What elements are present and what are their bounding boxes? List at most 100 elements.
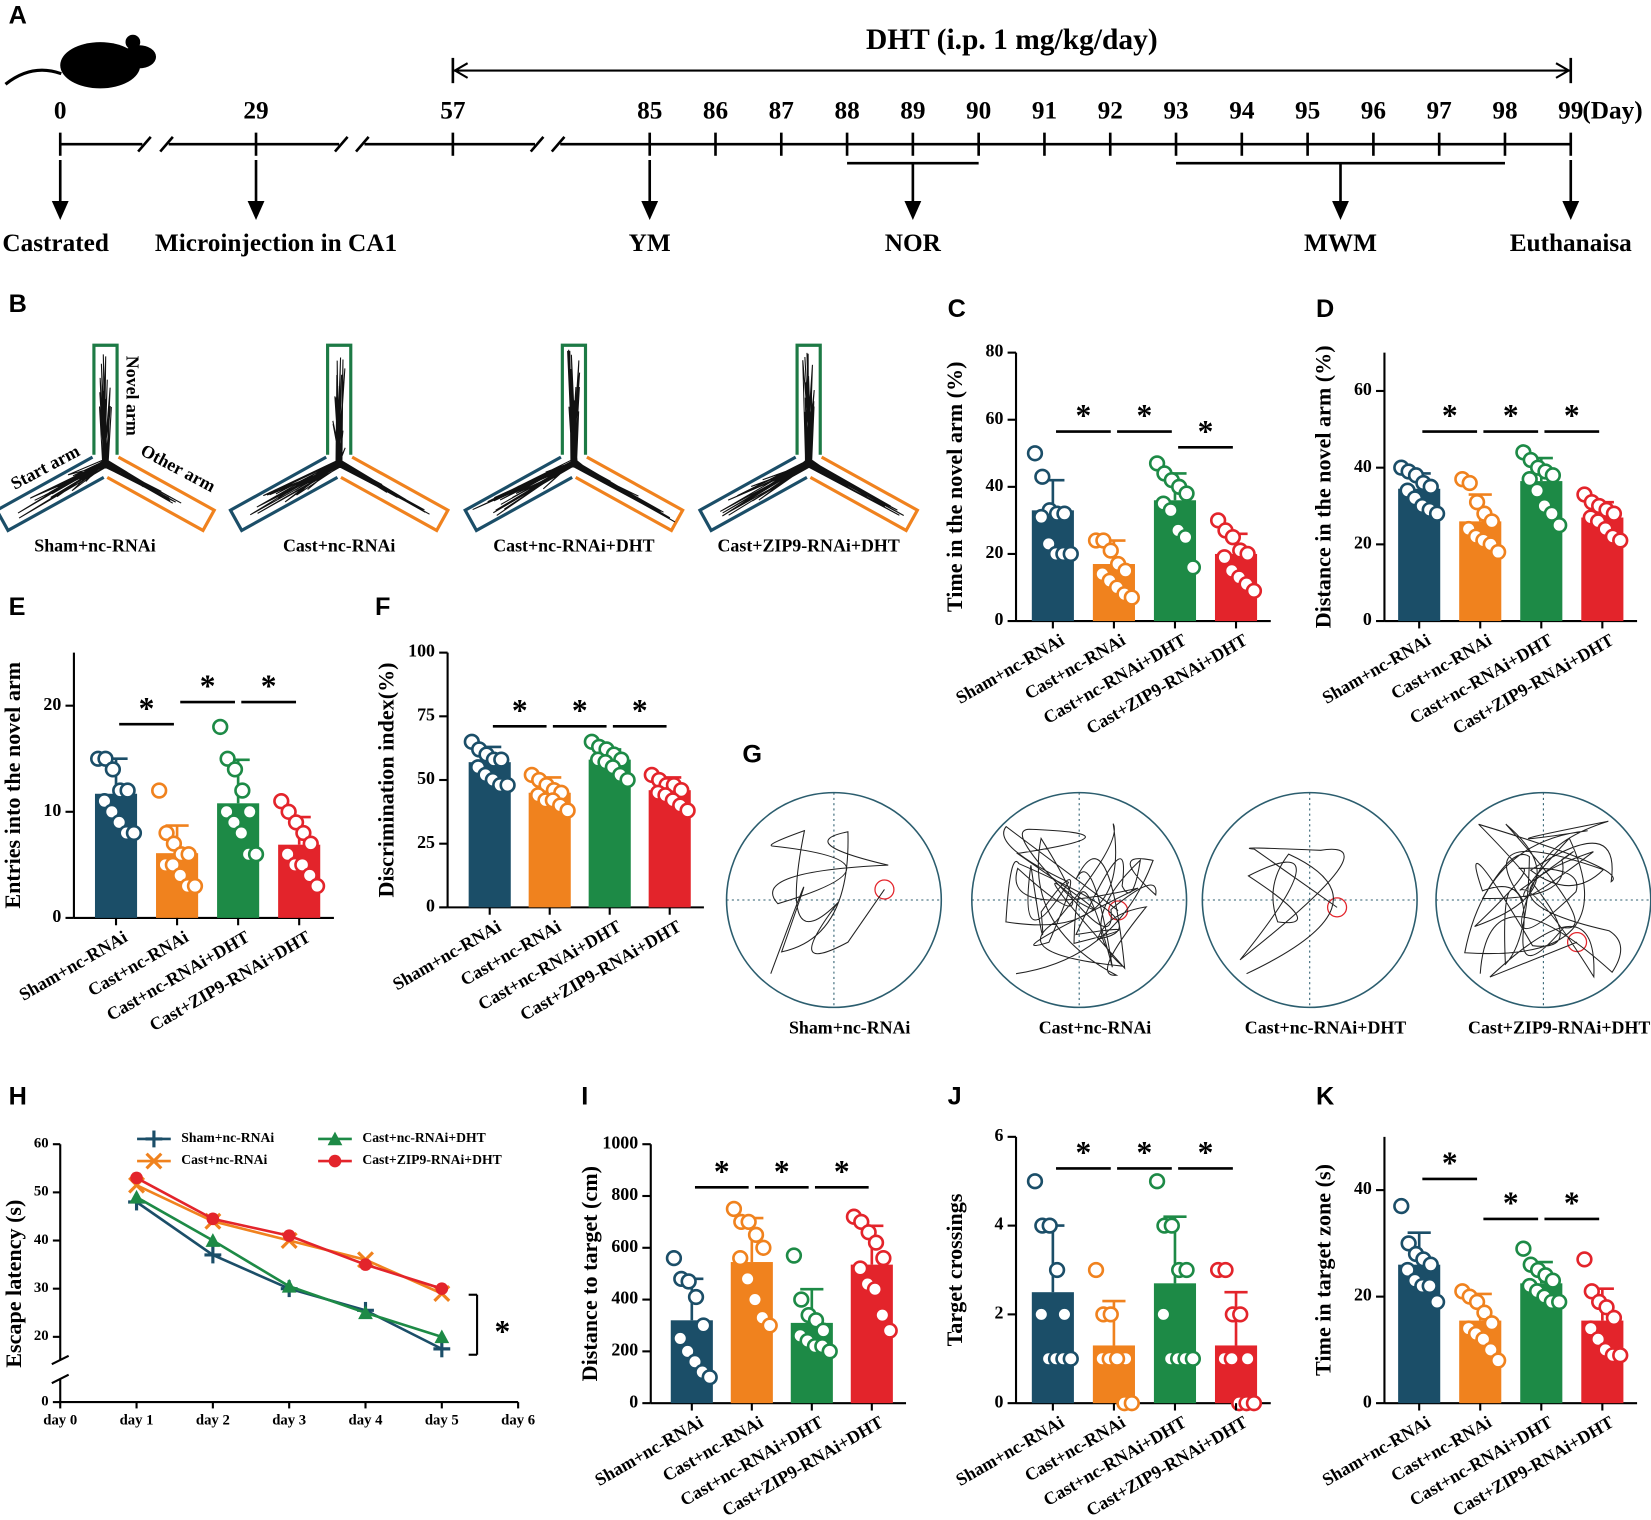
data-point: [1428, 505, 1446, 522]
y-tick-label: 2: [994, 1302, 1003, 1322]
data-point: [881, 1322, 898, 1339]
data-point: [1583, 1283, 1600, 1300]
data-point: [164, 856, 182, 873]
data-point: [273, 793, 290, 810]
data-point: [747, 1226, 765, 1243]
day-label: 96: [1361, 96, 1386, 124]
y-maze: [463, 343, 685, 533]
axis-break: [355, 135, 370, 153]
significance-label: *: [572, 693, 588, 728]
significance-label: *: [1442, 1146, 1458, 1181]
y-axis-label: Time in target zone (s): [1311, 1164, 1336, 1376]
group-label: Cast+ZIP9-RNAi+DHT: [1468, 1018, 1650, 1038]
data-point: [1034, 468, 1051, 485]
maze-arm: [340, 455, 451, 533]
y-tick-label: 40: [1354, 1178, 1372, 1198]
marker: [434, 1329, 450, 1344]
axis-break: [550, 135, 566, 153]
data-point: [186, 877, 204, 895]
significance-label: *: [1198, 414, 1214, 449]
data-point: [1232, 1306, 1249, 1323]
y-tick-label: 10: [43, 800, 61, 820]
data-point: [247, 846, 265, 863]
data-point: [1123, 589, 1140, 606]
significance-label: *: [1076, 398, 1092, 433]
data-point: [1489, 1352, 1507, 1369]
group-label: Cast+ZIP9-RNAi+DHT: [718, 535, 900, 555]
axis-break: [137, 135, 152, 153]
y-tick-label: 0: [1363, 609, 1372, 629]
axis-break-gap: [142, 137, 169, 151]
data-point: [875, 1249, 892, 1267]
track: [719, 352, 904, 517]
y-axis-label: Time in the novel arm (%): [942, 362, 967, 613]
day-label: 99: [1558, 96, 1583, 124]
data-point: [225, 814, 243, 831]
data-point: [301, 867, 318, 884]
data-point: [158, 824, 175, 842]
event-label: MWM: [1304, 229, 1377, 257]
data-point: [1605, 1309, 1623, 1327]
data-point: [119, 782, 136, 799]
panel-letter: H: [9, 1083, 27, 1111]
arrow-head: [452, 62, 469, 79]
data-point: [701, 1369, 718, 1386]
data-point: [1123, 1395, 1140, 1412]
track: [472, 349, 676, 523]
group-label: Cast+nc-RNAi: [1039, 1018, 1151, 1038]
panel-letter: D: [1316, 295, 1334, 323]
axis-break: [51, 1373, 70, 1385]
data-point: [1521, 471, 1538, 488]
y-maze: [0, 343, 217, 533]
arrow-head: [247, 201, 265, 220]
y-tick-label: 0: [52, 906, 61, 926]
day-label: 89: [900, 96, 925, 124]
y-tick-label: 0: [41, 1393, 48, 1409]
data-point: [493, 751, 510, 768]
data-point: [103, 803, 120, 820]
day-label: 57: [440, 96, 466, 124]
data-point: [96, 793, 113, 810]
data-point: [1399, 1261, 1416, 1279]
panel-letter: C: [948, 295, 966, 323]
y-tick-label: 50: [417, 768, 435, 788]
track: [249, 357, 430, 516]
data-point: [1589, 1331, 1607, 1348]
day-label: 86: [703, 96, 728, 124]
significance-label: *: [1137, 1135, 1153, 1170]
data-point: [1544, 1272, 1562, 1289]
data-point: [725, 1200, 743, 1218]
track: [17, 354, 182, 519]
data-point: [233, 824, 250, 842]
y-tick-label: 20: [43, 694, 61, 714]
group-label: Cast+nc-RNAi: [283, 535, 395, 555]
maze-arm: [326, 343, 353, 455]
marker: [205, 1233, 221, 1247]
platform: [874, 879, 895, 900]
data-point: [1428, 1293, 1446, 1311]
y-maze: [228, 343, 451, 533]
y-tick-label: 400: [611, 1288, 638, 1308]
y-tick-label: 0: [994, 609, 1003, 629]
data-point: [308, 877, 326, 895]
significance-label: *: [1503, 1186, 1519, 1221]
bar: [1031, 510, 1074, 622]
data-point: [1468, 1293, 1486, 1311]
series-line: [135, 1196, 443, 1339]
data-point: [1489, 543, 1507, 561]
data-point: [1239, 545, 1256, 563]
x-tick-label: day 6: [501, 1412, 535, 1428]
marker: [327, 1131, 343, 1146]
y-tick-label: 60: [34, 1136, 49, 1152]
arrow-head: [1555, 62, 1571, 79]
data-point: [815, 1322, 832, 1339]
y-tick-label: 600: [611, 1236, 638, 1256]
y-tick-label: 200: [611, 1339, 638, 1359]
axis-break: [159, 135, 174, 153]
y-tick-label: 20: [1354, 532, 1372, 552]
data-point: [874, 1306, 891, 1324]
y-tick-label: 60: [986, 408, 1004, 428]
data-point: [1026, 1173, 1044, 1190]
data-point: [234, 782, 251, 799]
y-maze: [697, 343, 920, 533]
